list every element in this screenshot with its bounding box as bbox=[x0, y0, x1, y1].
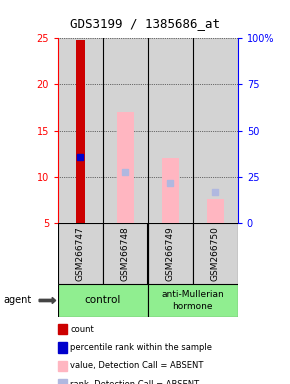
Bar bbox=[117, 112, 134, 223]
Text: control: control bbox=[85, 295, 121, 306]
Bar bbox=[103, 223, 148, 284]
Text: GSM266747: GSM266747 bbox=[76, 226, 85, 281]
Bar bbox=[193, 223, 238, 284]
Bar bbox=[148, 38, 193, 223]
Text: count: count bbox=[70, 324, 94, 334]
Bar bbox=[162, 158, 179, 223]
Text: GSM266750: GSM266750 bbox=[211, 226, 220, 281]
Bar bbox=[103, 38, 148, 223]
Bar bbox=[148, 284, 238, 317]
Bar bbox=[58, 284, 148, 317]
Bar bbox=[75, 40, 86, 223]
Bar bbox=[207, 199, 224, 223]
Text: GSM266749: GSM266749 bbox=[166, 226, 175, 281]
Text: rank, Detection Call = ABSENT: rank, Detection Call = ABSENT bbox=[70, 380, 199, 384]
Bar bbox=[58, 38, 103, 223]
Bar bbox=[58, 223, 103, 284]
Text: value, Detection Call = ABSENT: value, Detection Call = ABSENT bbox=[70, 361, 204, 371]
Bar bbox=[148, 223, 193, 284]
Text: GSM266748: GSM266748 bbox=[121, 226, 130, 281]
Text: percentile rank within the sample: percentile rank within the sample bbox=[70, 343, 212, 352]
Text: agent: agent bbox=[3, 295, 31, 306]
Bar bbox=[193, 38, 238, 223]
Text: GDS3199 / 1385686_at: GDS3199 / 1385686_at bbox=[70, 17, 220, 30]
Text: anti-Mullerian
hormone: anti-Mullerian hormone bbox=[162, 290, 224, 311]
